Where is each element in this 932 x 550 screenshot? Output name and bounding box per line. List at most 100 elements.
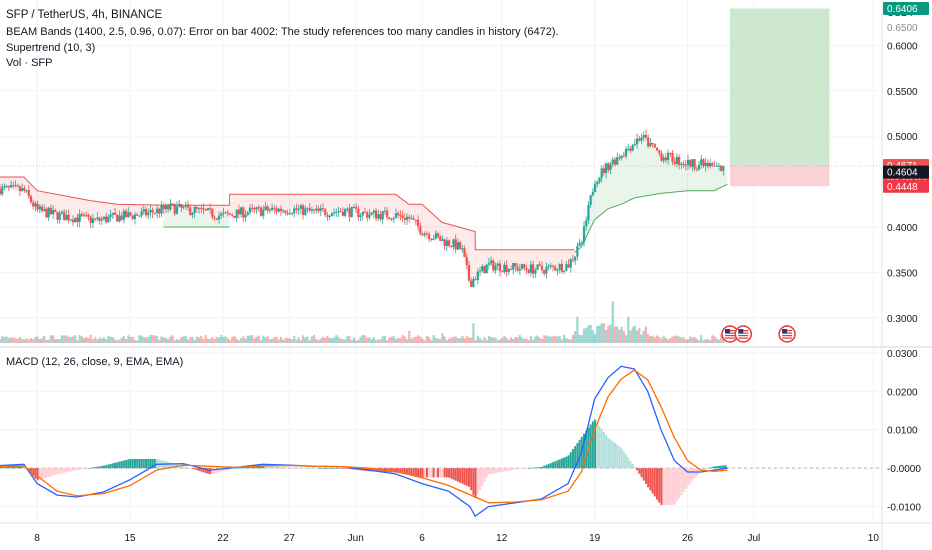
macd-histogram-bar <box>291 467 294 469</box>
volume-bar <box>372 337 375 343</box>
candle-body <box>151 210 154 213</box>
beam-bands-legend[interactable]: BEAM Bands (1400, 2.5, 0.96, 0.07): Erro… <box>6 26 559 38</box>
candle-body <box>277 208 280 212</box>
candle-body <box>613 159 617 165</box>
candle-body <box>341 211 344 216</box>
symbol-legend[interactable]: SFP / TetherUS, 4h, BINANCE <box>6 9 163 21</box>
volume-bar <box>363 335 367 343</box>
macd-histogram-bar <box>67 468 70 472</box>
macd-histogram-bar <box>96 466 99 469</box>
macd-histogram-bar <box>456 468 459 482</box>
volume-bar <box>434 338 437 343</box>
macd-histogram-bar <box>713 466 716 469</box>
time-scale-label: 22 <box>217 533 229 544</box>
macd-histogram-bar <box>337 468 340 469</box>
us-flag-icon[interactable] <box>778 325 796 343</box>
volume-bar <box>490 336 493 343</box>
supertrend-line <box>574 183 728 253</box>
volume-bar <box>545 335 548 343</box>
candle-body <box>490 260 493 264</box>
candle-body <box>627 148 630 150</box>
macd-histogram-bar <box>153 458 156 469</box>
candle-body <box>14 185 17 187</box>
time-scale-label: 12 <box>496 533 508 544</box>
volume-bar <box>416 335 420 343</box>
candle-body <box>423 233 426 236</box>
candle-body <box>153 212 156 214</box>
macd-histogram-bar <box>94 467 97 469</box>
candle-body <box>472 279 475 287</box>
time-scale-label: 27 <box>284 533 296 544</box>
volume-bar <box>326 335 329 343</box>
macd-histogram-bar <box>213 468 216 474</box>
candle-body <box>485 264 488 274</box>
long-position-tool[interactable] <box>0 8 880 187</box>
macd-legend[interactable]: MACD (12, 26, close, 9, EMA, EMA) <box>6 356 184 368</box>
volume-bar <box>425 335 429 343</box>
volume-bar <box>308 340 311 343</box>
macd-histogram-bar <box>709 467 712 469</box>
macd-histogram-bar <box>191 468 194 469</box>
macd-histogram-bar <box>569 452 572 469</box>
macd-histogram-bar <box>237 467 240 469</box>
candle-body <box>226 212 229 214</box>
candle-body <box>85 214 88 216</box>
candle-body <box>666 152 670 161</box>
macd-histogram-bar <box>370 468 373 472</box>
volume-bar <box>476 335 479 343</box>
candle-body <box>270 207 274 210</box>
candle-body <box>660 153 663 161</box>
volume-bar <box>257 335 260 343</box>
macd-histogram-bar <box>649 468 652 491</box>
macd-histogram-bar <box>642 468 645 481</box>
candle-body <box>105 216 108 223</box>
volume-bar <box>235 338 238 343</box>
volume-bar <box>71 336 75 343</box>
economic-events[interactable] <box>721 325 796 343</box>
volume-bar <box>116 340 119 343</box>
candle-body <box>543 270 546 274</box>
candle-body <box>23 188 26 191</box>
candle-body <box>279 208 283 212</box>
candle-body <box>0 188 2 195</box>
macd-histogram-bar <box>720 465 723 469</box>
candle-body <box>383 210 387 212</box>
volume-bar <box>304 337 307 343</box>
volume-bar <box>399 338 402 343</box>
candle-body <box>525 268 528 270</box>
volume-bar <box>585 327 588 343</box>
candle-body <box>343 209 347 216</box>
volume-bar <box>470 337 473 343</box>
price-scale[interactable]: USDT0.65000.60000.55000.50000.40000.3500… <box>883 2 929 514</box>
macd-histogram-bar <box>467 468 470 487</box>
candle-body <box>538 264 541 266</box>
macd-histogram-bar <box>21 465 24 469</box>
macd-histogram-bar <box>204 468 207 474</box>
volume-legend[interactable]: Vol · SFP <box>6 57 53 69</box>
time-scale[interactable]: 8 15 22 27 Jun 6 12 19 26 Jul 10 <box>34 533 879 544</box>
us-flag-icon[interactable] <box>734 325 753 343</box>
volume-bar <box>624 335 628 343</box>
candle-body <box>476 271 479 280</box>
candle-body <box>228 213 232 215</box>
macd-histogram-bar <box>100 466 103 469</box>
candle-body <box>445 240 448 247</box>
volume-bar <box>536 335 539 343</box>
macd-histogram-bar <box>211 468 214 474</box>
volume-bar <box>321 336 325 343</box>
supertrend-legend[interactable]: Supertrend (10, 3) <box>6 42 96 54</box>
candle-body <box>321 208 325 210</box>
macd-histogram-bar <box>525 468 528 469</box>
candle-body <box>18 186 22 192</box>
candle-body <box>436 233 440 237</box>
candle-body <box>640 137 643 141</box>
candle-body <box>215 218 218 220</box>
candle-body <box>74 217 77 223</box>
macd-histogram-bar <box>492 468 495 474</box>
volume-bar <box>248 335 252 343</box>
candle-body <box>211 208 214 218</box>
macd-histogram-bar <box>54 468 57 475</box>
volume-bar <box>288 338 291 343</box>
